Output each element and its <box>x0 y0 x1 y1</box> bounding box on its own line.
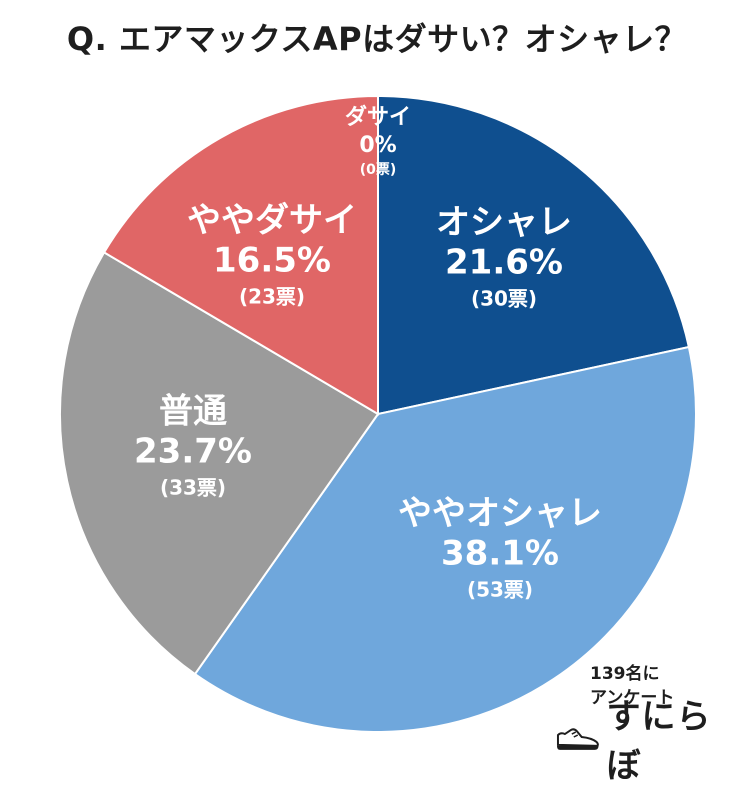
slice-label-1: ややオシャレ <box>398 494 602 534</box>
pie-slice-2 <box>59 251 380 676</box>
slice-label-3: ややダサイ <box>187 201 357 241</box>
slice-percent-0: 21.6% <box>445 243 563 283</box>
pie-slices <box>59 94 697 733</box>
respondent-count-line1: 139名に <box>590 664 660 684</box>
slice-percent-4: 0% <box>359 133 396 158</box>
slice-label-0: オシャレ <box>436 203 572 243</box>
slice-percent-1: 38.1% <box>441 534 559 574</box>
brand-logo: すにらぼ <box>555 697 745 786</box>
sneaker-icon <box>556 728 599 750</box>
pie-slice-3 <box>102 94 379 416</box>
slice-label-4: ダサイ <box>345 104 411 130</box>
respondent-count-line2: アンケート <box>590 688 675 708</box>
pie-slice-1 <box>193 345 697 733</box>
slice-count-2: (33票) <box>160 476 226 500</box>
slice-label-2: 普通 <box>159 392 227 432</box>
slice-count-0: (30票) <box>471 287 537 311</box>
logo-text: すにらぼ <box>606 697 712 786</box>
pie-slice-0 <box>377 94 691 416</box>
slice-percent-3: 16.5% <box>213 241 331 281</box>
slice-count-3: (23票) <box>239 285 305 309</box>
chart-title: Q. エアマックスAPはダサい？オシャレ？ <box>66 20 688 58</box>
slice-percent-2: 23.7% <box>134 432 252 472</box>
slice-count-1: (53票) <box>467 578 533 602</box>
slice-count-4: (0票) <box>360 162 397 178</box>
respondent-count-note: 139名に アンケート <box>590 662 740 710</box>
